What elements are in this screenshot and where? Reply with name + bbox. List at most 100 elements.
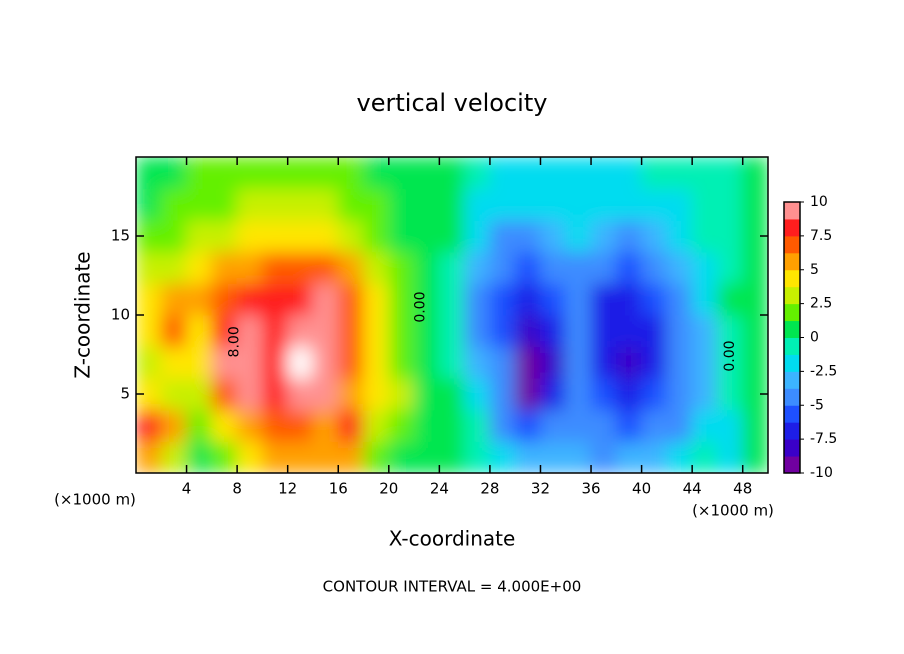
field-cell <box>312 314 339 348</box>
field-cell <box>641 377 668 411</box>
x-tick-label: 44 <box>683 480 702 498</box>
field-cell <box>236 409 263 442</box>
field-cell <box>160 314 188 348</box>
field-cell <box>236 219 263 253</box>
field-cell <box>388 314 415 348</box>
field-cell <box>742 346 768 379</box>
colorbar-tick-label: 0 <box>810 330 819 346</box>
field-cell <box>666 314 693 348</box>
field-cell <box>312 346 339 379</box>
field-cell <box>716 314 744 348</box>
field-cell <box>337 251 365 284</box>
field-cell <box>236 377 263 411</box>
field-cell <box>615 314 643 348</box>
x-tick-label: 36 <box>581 480 600 498</box>
field-cell <box>186 157 213 190</box>
field-cell <box>337 157 365 190</box>
field-cell <box>742 251 768 284</box>
field-cell <box>413 188 440 221</box>
field-cell <box>742 188 768 221</box>
field-cell <box>312 377 339 411</box>
field-cell <box>438 188 466 221</box>
colorbar-tick-label: 7.5 <box>810 228 832 244</box>
field-cell <box>413 314 440 348</box>
field-cell <box>666 188 693 221</box>
field-cell <box>211 251 238 284</box>
field-cell <box>261 188 289 221</box>
field-cell <box>514 251 541 284</box>
y-axis-label: Z-coordinate <box>71 251 95 378</box>
field-cell <box>186 251 213 284</box>
field-cell <box>539 440 567 473</box>
field-cell <box>312 157 339 190</box>
field-cell <box>464 440 491 473</box>
field-cell <box>691 346 718 379</box>
colorbar-swatch <box>784 456 800 474</box>
field-cell <box>565 377 592 411</box>
field-cell <box>287 219 314 253</box>
field-cell <box>211 346 238 379</box>
field-cell <box>489 157 516 190</box>
field-cell <box>666 219 693 253</box>
field-cell <box>641 251 668 284</box>
field-cell <box>312 219 339 253</box>
x-tick-label: 48 <box>733 480 752 498</box>
field-cell <box>211 282 238 316</box>
field-cell <box>691 251 718 284</box>
x-tick-label: 32 <box>531 480 550 498</box>
field-cell <box>742 157 768 190</box>
field-cell <box>261 377 289 411</box>
field-cell <box>287 440 314 473</box>
y-unit: (×1000 m) <box>54 491 136 509</box>
field-cell <box>211 157 238 190</box>
field-cell <box>186 188 213 221</box>
chart-title: vertical velocity <box>357 89 548 117</box>
field-cell <box>615 219 643 253</box>
field-cell <box>261 440 289 473</box>
field-cell <box>716 188 744 221</box>
field-cell <box>489 188 516 221</box>
field-cell <box>615 251 643 284</box>
field-cell <box>539 251 567 284</box>
colorbar-swatch <box>784 371 800 389</box>
field-cell <box>413 219 440 253</box>
field-cell <box>413 346 440 379</box>
field-cell <box>261 251 289 284</box>
field-cell <box>666 409 693 442</box>
field-cell <box>388 409 415 442</box>
field-cell <box>539 346 567 379</box>
colorbar-swatch <box>784 405 800 423</box>
field-cell <box>312 251 339 284</box>
field-cell <box>312 440 339 473</box>
field-cell <box>539 219 567 253</box>
field-cell <box>514 157 541 190</box>
field-cell <box>337 219 365 253</box>
field-cell <box>590 314 617 348</box>
field-cell <box>641 314 668 348</box>
field-cell <box>590 188 617 221</box>
field-cell <box>136 282 162 316</box>
field-cell <box>211 188 238 221</box>
field-cell <box>514 440 541 473</box>
field-cell <box>388 188 415 221</box>
field-cell <box>615 409 643 442</box>
field-cell <box>236 314 263 348</box>
field-cell <box>337 346 365 379</box>
field-cell <box>716 377 744 411</box>
footer: CONTOUR INTERVAL = 4.000E+00 <box>323 578 582 596</box>
field-cell <box>691 409 718 442</box>
field-cell <box>489 409 516 442</box>
colorbar-swatch <box>784 252 800 271</box>
field-cell <box>160 219 188 253</box>
field-cell <box>590 282 617 316</box>
field-cell <box>363 409 390 442</box>
field-cell <box>186 219 213 253</box>
colorbar-swatch <box>784 422 800 440</box>
field-cell <box>438 251 466 284</box>
field-cell <box>363 282 390 316</box>
field-cell <box>261 157 289 190</box>
y-tick-label: 10 <box>111 306 130 324</box>
field-cell <box>641 346 668 379</box>
field-cell <box>388 219 415 253</box>
